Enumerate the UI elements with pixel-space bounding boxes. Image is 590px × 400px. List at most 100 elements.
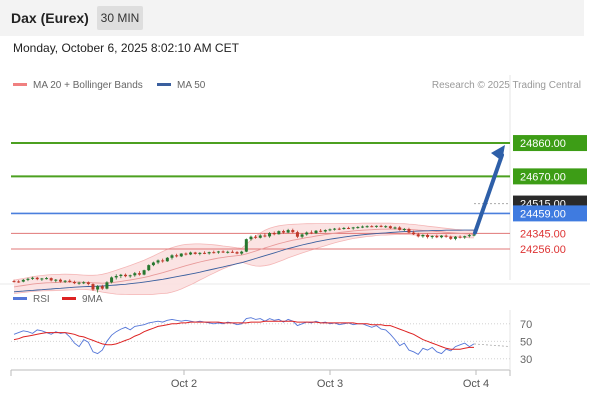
legend-ma50: MA 50 [157,80,205,91]
candle-body [203,252,207,254]
bollinger-lower-line [13,233,475,295]
candle-body [398,227,402,230]
forecast-arrow-head [491,145,505,162]
candle-body [463,236,467,238]
candle-body [426,234,430,238]
candle-body [147,265,151,271]
rsi-tick-label: 50 [520,336,532,348]
credit-text: Research © 2025 Trading Central [431,80,581,91]
level-label-resistance: 24670.00 [520,171,566,183]
candle-body [212,252,216,254]
candle-body [72,281,76,284]
candle-body [184,253,188,255]
candle-body [12,281,16,283]
candle-body [272,233,276,235]
rsi-ma-legend-label: 9MA [82,294,103,305]
candle-body [21,279,25,282]
rsi-tick-label: 30 [520,354,532,366]
legend-ma20: MA 20 + Bollinger Bands [13,80,143,91]
level-label-support: 24256.00 [520,244,566,256]
level-tag-current [513,195,587,212]
candle-body [393,227,397,229]
candle-body [402,229,406,231]
candle-body [100,286,104,289]
candle-body [323,230,327,232]
candle-body [207,252,211,254]
candle-body [416,234,420,237]
candle-body [263,235,267,237]
x-axis-tick-label: Oct 2 [171,378,197,390]
candle-body [467,235,471,237]
candle-body [91,284,95,290]
rsi-legend-swatch [13,297,27,300]
candle-body [198,252,202,254]
ma20-line [13,228,475,288]
candle-body [412,232,416,235]
candle-body [110,277,114,283]
level-label-resistance: 24860.00 [520,138,566,150]
header-bar: Dax (Eurex) 30 MIN [0,0,584,36]
candle-body [347,227,351,229]
candle-body [379,225,383,227]
rsi-line [13,317,475,355]
candle-body [360,226,364,228]
candle-body [374,225,378,227]
candle-body [17,281,21,283]
candle-body [458,236,462,238]
candle-body [230,251,234,253]
candle-body [40,278,44,280]
candle-body [342,227,346,230]
ma50-swatch [157,82,171,86]
candle-body [430,236,434,238]
candle-body [175,255,179,257]
candle-body [193,252,197,254]
candle-body [54,279,58,281]
rsi-tick-label: 70 [520,319,532,331]
rsi-ma-line [13,320,474,350]
candle-body [309,232,313,234]
candle-body [291,230,295,233]
candle-body [421,234,425,237]
candle-body [58,279,62,282]
rsi-projection [473,343,511,347]
candle-body [45,278,49,280]
candle-body [449,236,453,239]
candle-body [435,236,439,238]
level-label-current: 24515.00 [520,199,566,211]
level-label-pivot: 24459.00 [520,208,566,220]
level-label-support: 24345.00 [520,228,566,240]
candle-body [277,231,281,235]
level-tag-resistance [513,135,587,152]
candle-body [439,235,443,238]
rsi-ma-legend-swatch [62,297,76,300]
candle-body [258,235,262,238]
candle-body [165,257,169,262]
legend-ma50-label: MA 50 [177,80,206,91]
candle-body [319,230,323,232]
candle-body [161,260,165,262]
candle-body [133,273,137,276]
candle-body [35,277,39,280]
candle-body [337,228,341,230]
ma20-swatch [13,82,27,86]
candle-body [254,236,258,238]
candle-body [82,282,86,284]
timeframe-badge[interactable]: 30 MIN [97,6,143,30]
candle-body [156,260,160,263]
candle-body [286,230,290,233]
bollinger-band-fill [14,223,474,295]
candle-body [221,251,225,253]
candle-body [68,280,72,282]
candle-body [137,273,141,275]
candle-body [356,227,360,229]
candle-body [63,280,67,282]
forecast-arrow-shaft [473,153,504,235]
candle-body [314,230,318,234]
candle-body [472,234,476,236]
candle-body [86,282,90,285]
candle-body [226,251,230,253]
candle-body [244,239,248,252]
candle-body [105,282,109,289]
bollinger-upper-line [13,222,475,281]
